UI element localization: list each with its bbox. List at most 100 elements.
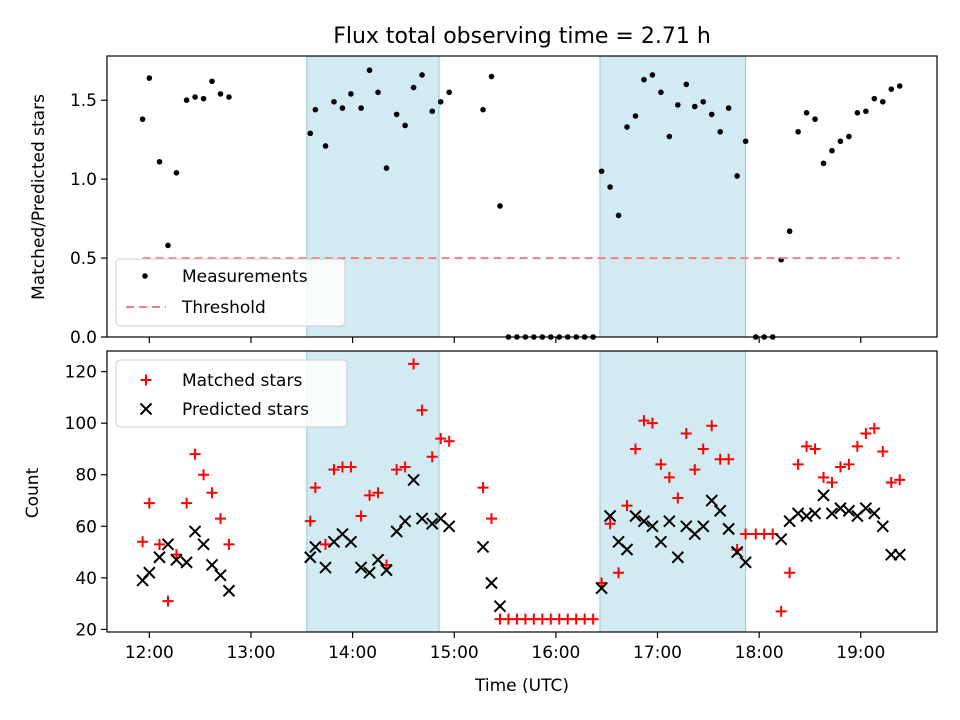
matched-star-point bbox=[775, 605, 787, 617]
predicted-star-point bbox=[663, 514, 676, 528]
predicted-star-point bbox=[629, 509, 642, 523]
x-tick-label: 17:00 bbox=[633, 643, 682, 663]
predicted-star-point bbox=[637, 514, 651, 528]
legend-predicted-marker bbox=[139, 402, 153, 416]
matched-star-point bbox=[877, 446, 889, 458]
matched-star-point bbox=[345, 461, 357, 473]
predicted-star-point bbox=[485, 576, 498, 590]
predicted-star-point bbox=[214, 569, 227, 582]
x-tick-label: 12:00 bbox=[125, 643, 174, 663]
matched-star-point bbox=[655, 458, 667, 470]
y-tick-label: 20 bbox=[75, 620, 97, 640]
legend-matched-marker bbox=[140, 374, 152, 386]
measurement-point bbox=[402, 122, 408, 129]
measurement-point bbox=[786, 228, 793, 235]
matched-star-point bbox=[416, 404, 428, 416]
measurement-point bbox=[854, 110, 861, 116]
measurement-point bbox=[598, 168, 605, 175]
x-tick-label: 15:00 bbox=[430, 643, 479, 663]
measurement-point bbox=[896, 83, 903, 89]
bottom-y-axis-label: Count bbox=[23, 467, 43, 518]
measurement-point bbox=[146, 75, 153, 81]
measurement-point bbox=[393, 111, 400, 118]
matched-star-point bbox=[834, 461, 846, 473]
axes-frame bbox=[106, 55, 938, 338]
matched-star-point bbox=[364, 489, 376, 501]
measurement-point bbox=[846, 133, 852, 140]
matched-star-point bbox=[638, 415, 650, 427]
legend-box bbox=[115, 359, 348, 428]
matched-star-point bbox=[477, 482, 489, 494]
measurement-point bbox=[488, 73, 495, 80]
measurement-point bbox=[863, 108, 869, 115]
y-tick-label: 0.0 bbox=[70, 328, 97, 348]
measurement-point bbox=[366, 67, 373, 74]
predicted-star-point bbox=[791, 507, 805, 520]
predicted-star-point bbox=[344, 535, 358, 548]
matched-star-point bbox=[809, 443, 821, 455]
measurement-point bbox=[312, 106, 319, 113]
predicted-star-point bbox=[808, 507, 822, 520]
top-y-axis-label: Matched/Predicted stars bbox=[29, 94, 49, 300]
predicted-star-point bbox=[407, 473, 420, 487]
measurement-point bbox=[742, 138, 749, 145]
matched-star-point bbox=[801, 440, 813, 452]
measurement-point bbox=[803, 110, 810, 116]
measurement-point bbox=[691, 103, 698, 110]
y-tick-label: 0.5 bbox=[70, 249, 97, 269]
measurement-point bbox=[217, 91, 224, 97]
measurement-point bbox=[871, 95, 878, 102]
measurement-point bbox=[139, 116, 146, 122]
legend-threshold-label: Threshold bbox=[181, 298, 266, 318]
measurement-point bbox=[173, 170, 180, 176]
matched-star-point bbox=[162, 595, 174, 607]
predicted-star-point bbox=[493, 600, 507, 613]
matched-star-point bbox=[223, 538, 235, 550]
predicted-star-point bbox=[143, 566, 156, 579]
measurement-point bbox=[307, 130, 314, 137]
measurement-point bbox=[226, 94, 232, 100]
axes-frame bbox=[106, 350, 938, 633]
predicted-star-point bbox=[197, 538, 210, 551]
matched-star-point bbox=[792, 458, 804, 470]
measurement-point bbox=[480, 106, 486, 113]
measurement-point bbox=[700, 98, 707, 105]
measurement-point bbox=[348, 91, 354, 97]
matched-star-point bbox=[672, 492, 684, 504]
predicted-star-point bbox=[595, 581, 608, 595]
bottom-plot-panel: 20 40 60 80 100 120 12:00 13:00 14:00 15:00 16:00 1… bbox=[65, 350, 938, 663]
matched-star-point bbox=[391, 464, 403, 476]
predicted-star-point bbox=[354, 561, 368, 574]
y-tick-label: 80 bbox=[75, 466, 97, 486]
predicted-star-point bbox=[697, 520, 710, 533]
measurement-point bbox=[879, 98, 886, 105]
measurement-point bbox=[820, 160, 827, 167]
matched-star-point bbox=[486, 513, 498, 525]
measurement-point bbox=[331, 98, 337, 105]
matched-star-point bbox=[740, 528, 752, 540]
predicted-star-point bbox=[603, 509, 617, 523]
measurement-point bbox=[649, 72, 656, 78]
predicted-star-point bbox=[398, 514, 412, 528]
matched-star-point bbox=[328, 464, 340, 476]
matched-star-point bbox=[613, 567, 625, 579]
predicted-star-point bbox=[415, 512, 429, 525]
y-tick-label: 120 bbox=[65, 363, 97, 383]
measurement-point bbox=[209, 78, 215, 85]
legend-predicted-label: Predicted stars bbox=[182, 400, 309, 420]
matched-star-point bbox=[181, 497, 193, 509]
predicted-star-point bbox=[671, 551, 685, 564]
chart-title: Flux total observing time = 2.71 h bbox=[333, 24, 711, 49]
measurement-point bbox=[734, 173, 740, 179]
matched-star-point bbox=[885, 476, 897, 488]
matched-star-point bbox=[154, 538, 166, 550]
matched-star-point bbox=[860, 427, 872, 439]
measurement-point bbox=[446, 89, 452, 96]
matched-star-point bbox=[784, 567, 796, 579]
measurement-point bbox=[375, 89, 381, 96]
matched-star-point bbox=[723, 453, 735, 465]
predicted-star-point bbox=[161, 538, 175, 551]
matched-star-point bbox=[170, 549, 182, 561]
bottom-legend: Matched stars Predicted stars bbox=[115, 359, 348, 428]
matched-star-point bbox=[596, 577, 608, 589]
